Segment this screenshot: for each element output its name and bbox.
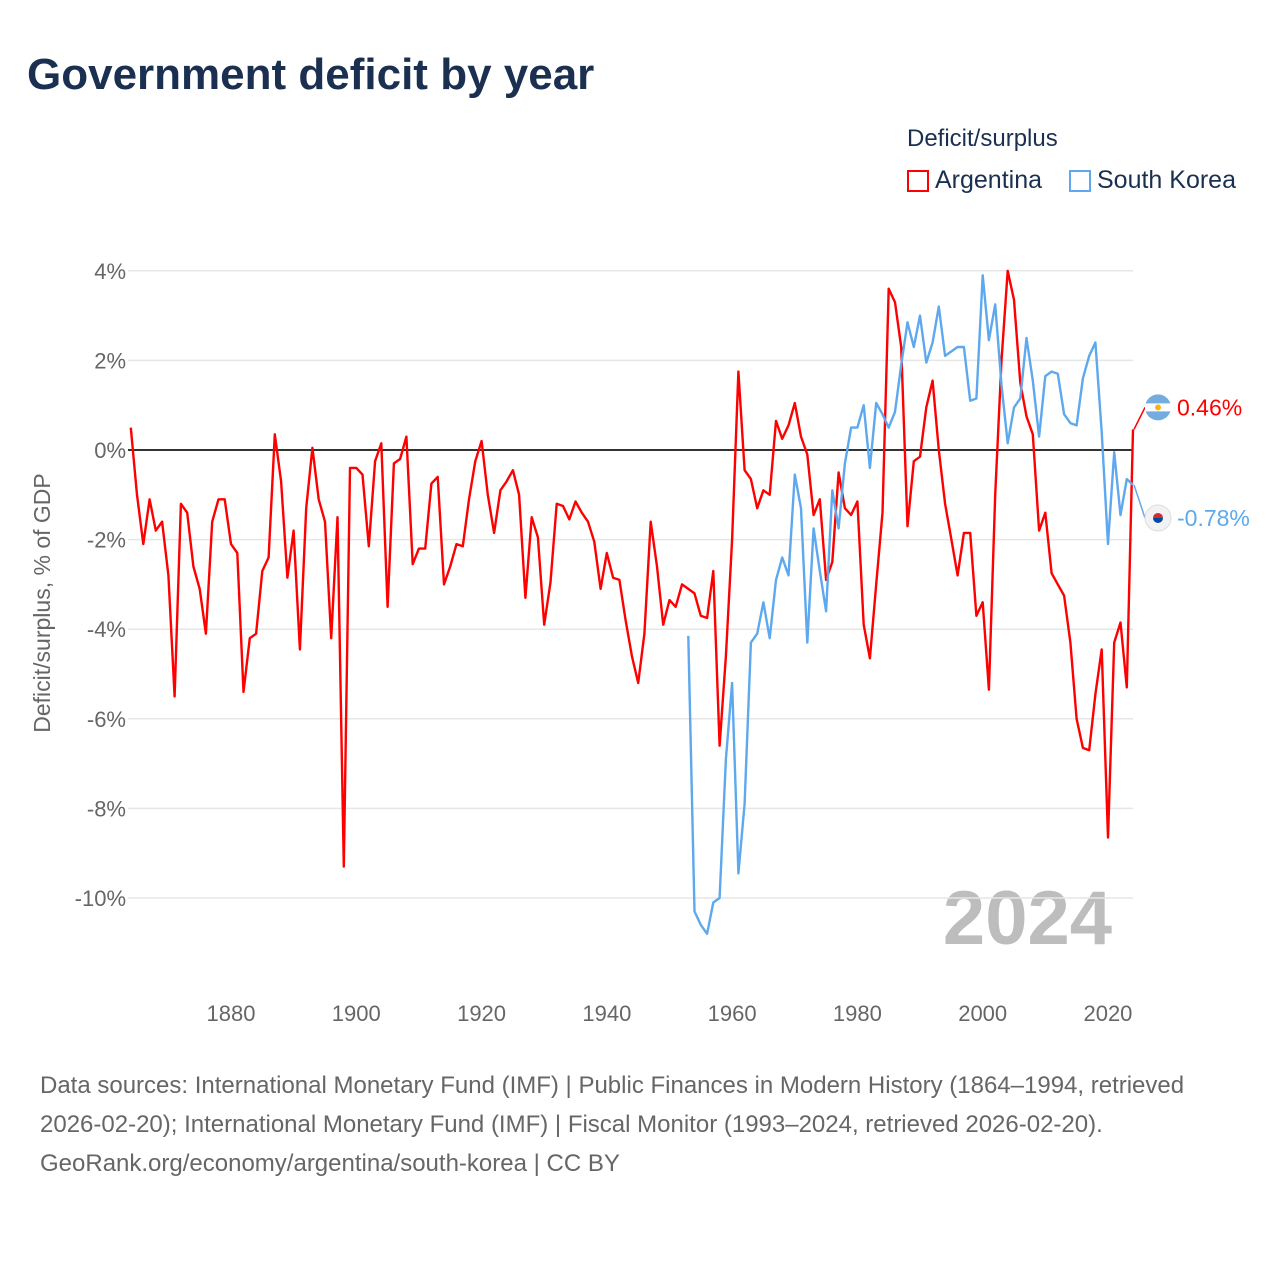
flag-taegeuk	[1153, 517, 1163, 523]
y-tick-label: 4%	[94, 259, 126, 284]
y-tick-label: -10%	[75, 886, 126, 911]
x-tick-label: 1880	[207, 1001, 256, 1026]
y-tick-label: -6%	[87, 707, 126, 732]
y-tick-label: -4%	[87, 617, 126, 642]
x-tick-label: 1940	[582, 1001, 631, 1026]
legend-swatch-south-korea	[1069, 169, 1091, 192]
legend-item-argentina[interactable]: Argentina	[907, 166, 1042, 195]
legend-label: Argentina	[935, 166, 1043, 194]
end-value-label-south-korea: -0.78%	[1177, 505, 1250, 531]
y-tick-label: 2%	[94, 348, 126, 373]
y-tick-label: 0%	[94, 438, 126, 463]
x-tick-label: 1920	[457, 1001, 506, 1026]
data-sources: Data sources: International Monetary Fun…	[40, 1072, 1185, 1138]
flag-icon-argentina	[1145, 394, 1171, 421]
flag-sun	[1155, 404, 1161, 411]
y-axis-label: Deficit/surplus, % of GDP	[29, 473, 55, 732]
end-label-connector	[1133, 484, 1146, 519]
credit-link[interactable]: GeoRank.org/economy/argentina/south-kore…	[40, 1150, 620, 1177]
flag-icon-south-korea	[1144, 504, 1172, 532]
legend-label: South Korea	[1097, 166, 1236, 194]
legend-swatch-argentina	[907, 169, 929, 192]
x-tick-label: 1980	[833, 1001, 882, 1026]
x-tick-label: 2000	[958, 1001, 1007, 1026]
x-tick-label: 1900	[332, 1001, 381, 1026]
end-label-connector	[1133, 407, 1146, 430]
footer: Data sources: International Monetary Fun…	[40, 1066, 1240, 1183]
current-year-watermark: 2024	[943, 876, 1112, 961]
y-tick-label: -2%	[87, 528, 126, 553]
page-title: Government deficit by year	[27, 50, 595, 99]
series-line-south-korea	[687, 274, 1134, 935]
flag-taegeuk	[1153, 512, 1163, 518]
x-tick-label: 2020	[1083, 1001, 1132, 1026]
legend-title: Deficit/surplus	[907, 125, 1058, 152]
line-chart: 2024 4% 2% 0% -2% -4% -6% -8% -10% 1880 1900 1920 19…	[29, 259, 1250, 1026]
y-tick-label: -8%	[87, 796, 126, 821]
legend-item-south-korea[interactable]: South Korea	[1069, 166, 1236, 195]
end-value-label-argentina: 0.46%	[1177, 394, 1242, 420]
x-tick-label: 1960	[708, 1001, 757, 1026]
